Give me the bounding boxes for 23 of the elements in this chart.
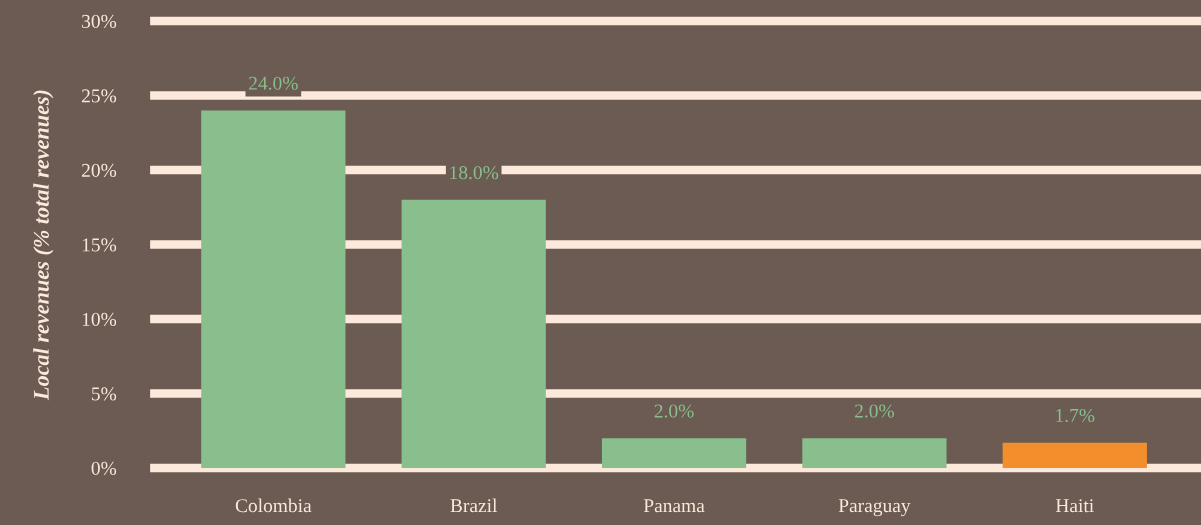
data-label: 1.7% [1056,408,1095,423]
bar [601,438,747,468]
y-tick-label: 25% [82,89,117,103]
data-label: 2.0% [855,404,895,418]
x-tick-label: Colombia [235,498,312,513]
x-tick-label: Paraguay [838,499,911,517]
x-tick-label: Brazil [450,498,498,513]
data-label: 2.0% [654,404,694,418]
data-label: 18.0% [450,166,499,180]
bar [401,199,546,468]
x-tick-label: Haiti [1055,499,1094,513]
data-label: 24.0% [249,76,298,90]
y-tick-label: 10% [82,312,117,326]
bar [201,110,346,468]
bar [1002,442,1147,468]
y-tick-label: 0% [91,461,117,475]
y-tick-label: 5% [92,387,117,401]
bar [802,438,947,468]
y-axis-title: Local revenues (% total revenues) [33,90,54,401]
y-tick-label: 15% [82,238,117,252]
x-tick-label: Panama [643,499,705,513]
y-tick-label: 20% [82,163,117,177]
y-tick-label: 30% [82,14,117,28]
